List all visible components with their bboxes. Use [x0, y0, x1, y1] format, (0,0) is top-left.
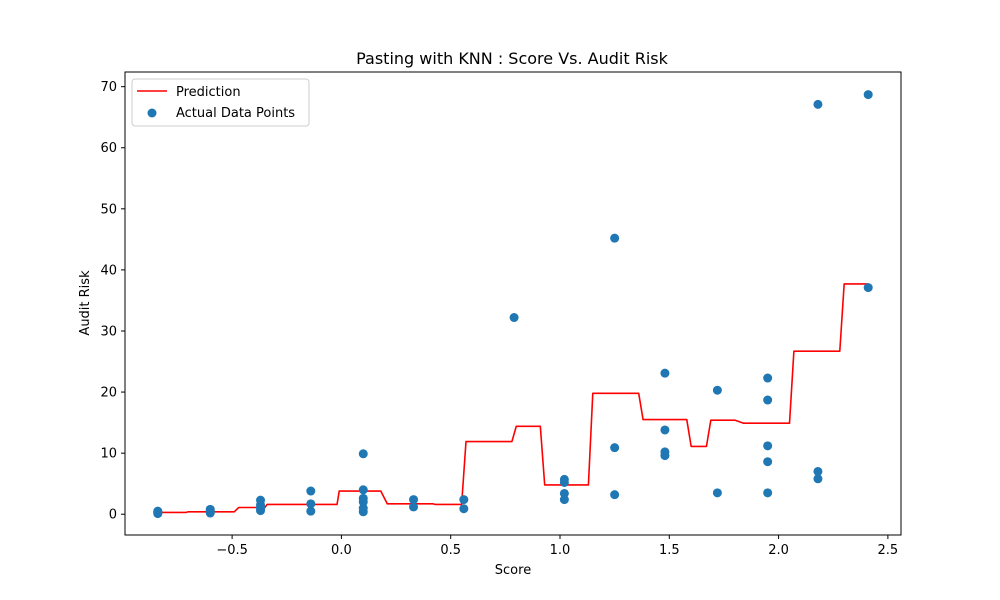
- data-point: [559, 474, 569, 484]
- data-point: [610, 490, 620, 500]
- plot-frame: [125, 72, 901, 535]
- data-point: [763, 441, 773, 451]
- x-tick-label: 0.5: [440, 543, 461, 558]
- data-point: [763, 488, 773, 498]
- data-point: [660, 368, 670, 378]
- data-point: [306, 486, 316, 496]
- data-point: [459, 504, 469, 514]
- plot-area: [124, 71, 902, 536]
- x-axis: −0.5 0.0 0.5 1.0 1.5 2.0 2.5: [216, 535, 898, 558]
- series-layer: [153, 90, 873, 519]
- data-point: [813, 466, 823, 476]
- data-point: [813, 99, 823, 109]
- data-point: [763, 457, 773, 467]
- x-tick-label: 1.0: [550, 543, 571, 558]
- y-tick-label: 10: [100, 447, 117, 462]
- legend-label-prediction: Prediction: [176, 85, 241, 100]
- data-point: [813, 474, 823, 484]
- data-point: [409, 502, 419, 512]
- chart-title: Pasting with KNN : Score Vs. Audit Risk: [356, 49, 668, 68]
- x-tick-label: 2.0: [768, 543, 789, 558]
- data-point: [459, 495, 469, 505]
- y-tick-label: 20: [100, 386, 117, 401]
- y-tick-label: 60: [100, 141, 117, 156]
- y-axis-title: Audit Risk: [78, 270, 93, 336]
- data-point: [712, 488, 722, 498]
- legend-box: [131, 78, 310, 127]
- x-tick-label: 0.0: [331, 543, 352, 558]
- x-tick-label: 2.5: [878, 543, 899, 558]
- prediction-line: [157, 283, 869, 514]
- data-point: [306, 506, 316, 516]
- data-point: [153, 506, 163, 516]
- y-tick-label: 70: [100, 80, 117, 95]
- data-point: [863, 90, 873, 100]
- data-point: [358, 485, 368, 495]
- y-tick-label: 0: [109, 508, 117, 523]
- y-tick-label: 30: [100, 324, 117, 339]
- x-tick-label: −0.5: [216, 543, 248, 558]
- scatter-series-actual: [153, 90, 873, 519]
- data-point: [509, 313, 519, 323]
- y-axis: 0 10 20 30 40 50 60 70: [100, 80, 125, 523]
- x-axis-title: Score: [495, 563, 531, 578]
- legend-label-actual: Actual Data Points: [176, 106, 295, 121]
- plot-border: [124, 71, 902, 536]
- data-point: [763, 373, 773, 383]
- legend: Prediction Actual Data Points: [131, 78, 310, 127]
- y-tick-label: 40: [100, 263, 117, 278]
- data-point: [763, 395, 773, 405]
- data-point: [610, 443, 620, 453]
- data-point: [660, 447, 670, 457]
- data-point: [610, 233, 620, 243]
- data-point: [205, 504, 215, 514]
- data-point: [306, 499, 316, 509]
- data-point: [559, 488, 569, 498]
- data-point: [409, 495, 419, 505]
- data-point: [358, 449, 368, 459]
- data-point: [256, 495, 266, 505]
- y-tick-label: 50: [100, 202, 117, 217]
- data-point: [358, 493, 368, 503]
- data-point: [712, 385, 722, 395]
- legend-marker-swatch: [147, 108, 157, 118]
- data-point: [660, 425, 670, 435]
- x-tick-label: 1.5: [659, 543, 680, 558]
- data-point: [863, 283, 873, 293]
